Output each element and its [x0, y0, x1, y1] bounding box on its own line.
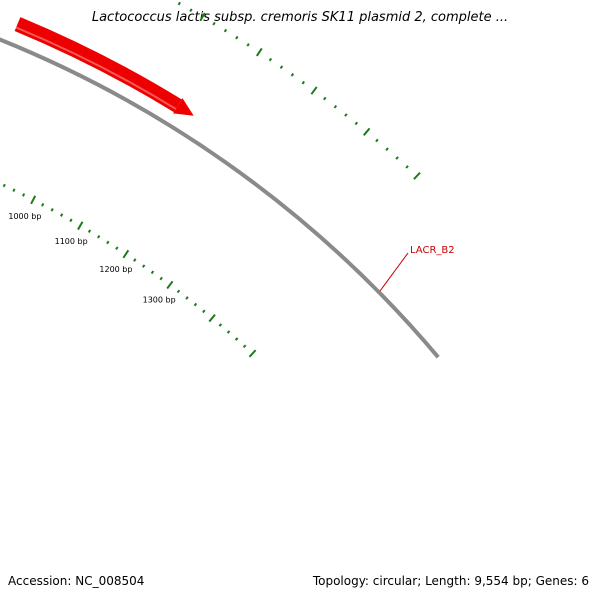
inner-tick	[185, 296, 189, 300]
lacr-b2-arrowhead	[173, 98, 194, 116]
outer-tick	[385, 147, 389, 151]
inner-tick	[50, 208, 54, 212]
outer-tick	[290, 73, 295, 77]
outer-tick	[199, 12, 206, 22]
outer-tick	[354, 121, 359, 126]
outer-tick	[268, 57, 273, 62]
inner-tick	[133, 258, 137, 262]
inner-tick	[59, 213, 64, 217]
outer-tick	[405, 165, 409, 169]
scale-label: 1100 bp	[55, 237, 88, 246]
map-title: Lactococcus lactis subsp. cremoris SK11 …	[91, 10, 509, 25]
inner-tick	[77, 221, 84, 231]
scale-label: 1300 bp	[143, 295, 176, 304]
feature-label-lacr-b2: LACR_B2	[410, 245, 455, 256]
inner-tick	[22, 193, 26, 197]
inner-tick	[30, 195, 37, 205]
inner-tick	[176, 289, 181, 294]
tick-marks	[2, 1, 421, 358]
callout-line	[379, 252, 409, 292]
summary-text: Topology: circular; Length: 9,554 bp; Ge…	[312, 574, 589, 588]
inner-tick	[97, 234, 101, 239]
inner-tick	[226, 330, 231, 334]
inner-tick	[69, 218, 73, 223]
scale-label: 1000 bp	[8, 212, 41, 221]
inner-tick	[141, 264, 146, 268]
outer-tick	[177, 1, 181, 6]
feature-callout: LACR_B2	[379, 245, 455, 292]
outer-tick	[344, 113, 348, 117]
lacr-b2-feature	[14, 17, 194, 116]
outer-tick	[246, 43, 250, 47]
outer-tick	[310, 86, 318, 95]
inner-tick	[122, 249, 130, 259]
outer-tick	[189, 8, 193, 12]
outer-tick	[301, 80, 305, 85]
feature-tracks	[14, 17, 194, 116]
outer-tick	[279, 65, 284, 69]
outer-tick	[235, 35, 239, 40]
inner-tick	[242, 344, 247, 349]
outer-tick	[323, 96, 327, 101]
inner-tick	[234, 337, 239, 341]
inner-tick	[166, 280, 174, 290]
inner-tick	[87, 229, 92, 233]
outer-tick	[212, 21, 216, 26]
outer-tick	[375, 138, 379, 143]
inner-tick	[218, 323, 223, 327]
lacr-b2-feature-body	[14, 17, 182, 113]
inner-tick	[12, 188, 16, 192]
plasmid-backbone	[0, 37, 440, 359]
inner-tick	[2, 183, 6, 188]
accession-text: Accession: NC_008504	[8, 574, 145, 588]
lacr-b2-feature-highlight	[15, 26, 177, 110]
outer-tick	[333, 104, 338, 109]
inner-tick	[106, 240, 110, 245]
inner-tick	[41, 202, 45, 207]
scale-label: 1200 bp	[99, 265, 132, 274]
inner-tick	[115, 246, 119, 251]
inner-tick	[248, 349, 257, 358]
inner-tick	[159, 276, 163, 281]
inner-tick	[150, 270, 155, 275]
outer-tick	[255, 47, 263, 57]
backbone-arc	[0, 37, 440, 359]
outer-tick	[395, 156, 399, 160]
inner-tick	[202, 309, 206, 314]
outer-tick	[413, 171, 421, 180]
inner-tick	[193, 302, 198, 307]
outer-tick	[363, 127, 371, 136]
outer-tick	[223, 28, 228, 33]
inner-tick	[208, 313, 216, 323]
